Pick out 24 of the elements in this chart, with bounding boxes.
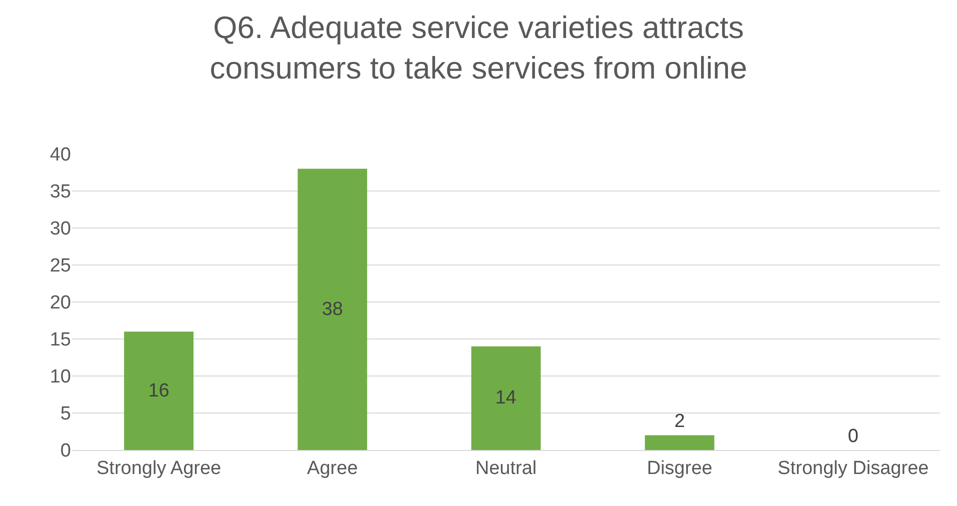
chart-title: Q6. Adequate service varieties attracts consumers to take services from online [210, 10, 748, 86]
bar [471, 346, 541, 450]
data-label: 14 [495, 388, 517, 409]
x-tick-label: Disgree [646, 458, 712, 479]
x-tick-label: Strongly Disagree [778, 458, 929, 479]
data-label: 2 [674, 411, 685, 432]
y-tick-label: 15 [50, 330, 71, 351]
y-tick-label: 40 [50, 144, 71, 166]
bar [644, 435, 714, 450]
data-label: 38 [322, 298, 343, 320]
y-tick-label: 30 [50, 218, 71, 240]
y-tick-label: 25 [50, 256, 71, 277]
data-label: 0 [848, 426, 858, 447]
bar [124, 332, 194, 450]
bar [298, 168, 368, 450]
data-label: 16 [148, 380, 170, 402]
y-tick-label: 0 [60, 440, 71, 462]
y-tick-label: 5 [60, 404, 71, 425]
x-tick-label: Strongly Agree [96, 458, 222, 479]
y-tick-label: 35 [50, 182, 71, 203]
y-tick-label: 20 [50, 292, 71, 314]
x-tick-label: Agree [307, 458, 358, 479]
x-tick-label: Neutral [475, 458, 537, 479]
y-tick-label: 10 [50, 366, 71, 388]
